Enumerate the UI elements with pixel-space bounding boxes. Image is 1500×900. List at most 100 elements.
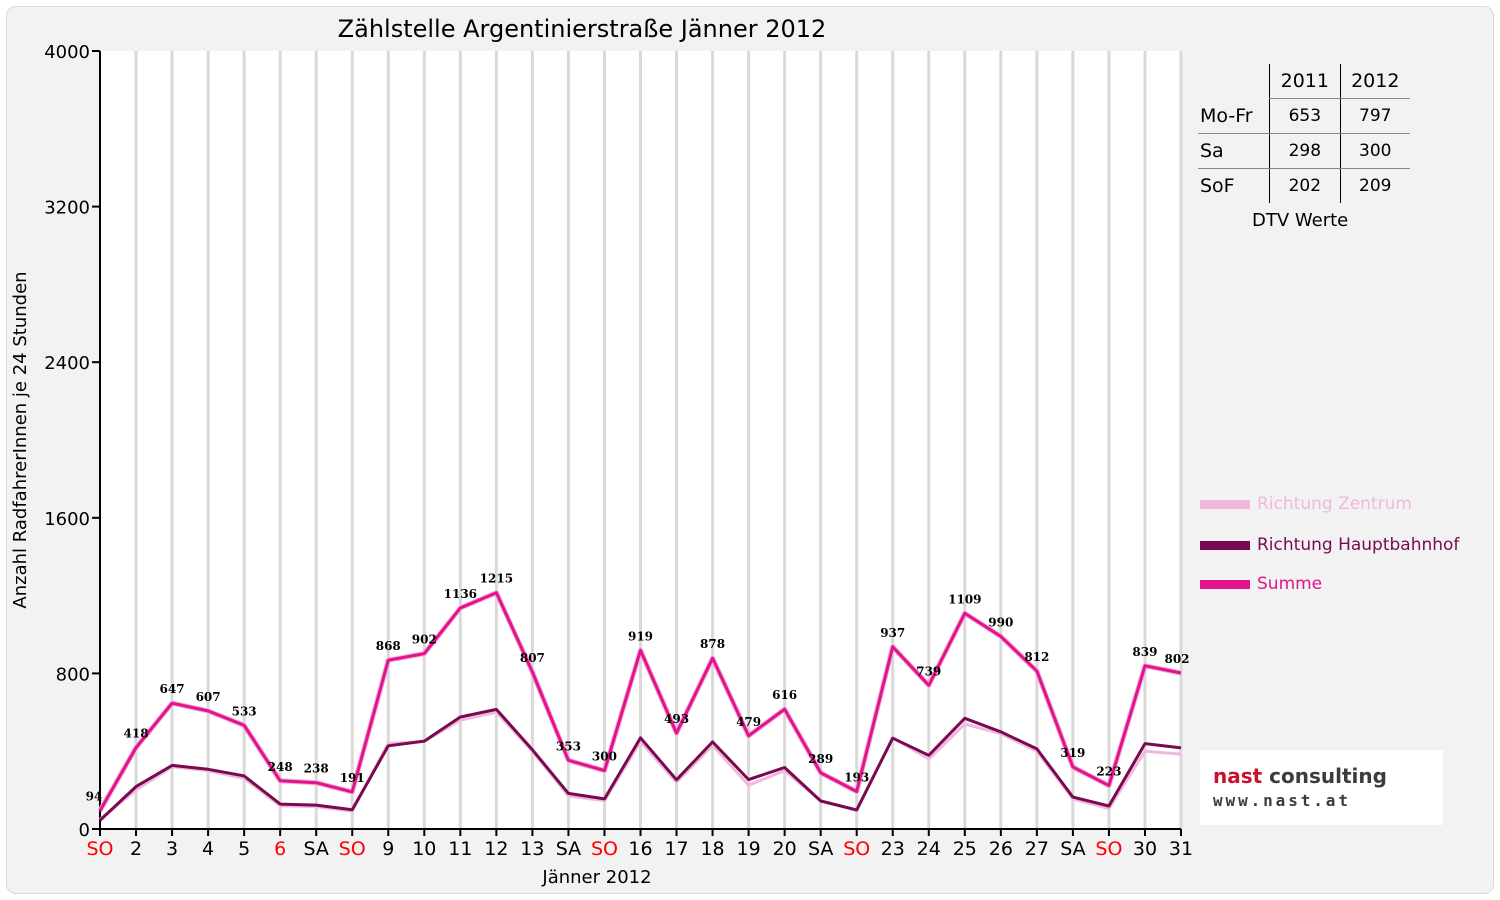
dtv-row-label: Sa <box>1198 133 1270 169</box>
legend-label: Summe <box>1257 574 1323 594</box>
logo-url: www.nast.at <box>1213 791 1351 810</box>
dtv-caption: DTV Werte <box>1252 210 1349 231</box>
data-label: 1109 <box>948 592 981 606</box>
x-tick-label: 5 <box>238 838 250 860</box>
data-label: 878 <box>700 637 725 651</box>
x-tick-label: SO <box>86 838 113 860</box>
x-tick-label: SO <box>1095 838 1122 860</box>
legend-swatch <box>1200 540 1250 550</box>
x-axis-label: Jänner 2012 <box>541 867 651 888</box>
x-tick-label: 26 <box>989 838 1013 860</box>
company-logo: nast consulting www.nast.at <box>1200 750 1443 825</box>
dtv-cell: 209 <box>1339 168 1410 203</box>
data-label: 919 <box>628 629 653 643</box>
x-tick-label: SO <box>339 838 366 860</box>
data-label: 94 <box>86 790 103 804</box>
data-label: 616 <box>772 688 797 702</box>
dtv-cell: 298 <box>1269 133 1341 169</box>
series-line <box>99 710 1182 821</box>
data-label: 319 <box>1060 746 1085 760</box>
dtv-header-2012: 2012 <box>1339 64 1410 99</box>
x-tick-label: 27 <box>1025 838 1049 860</box>
data-label: 533 <box>232 704 257 718</box>
data-label: 902 <box>412 633 437 647</box>
x-tick-label: 13 <box>520 838 544 860</box>
y-tick-label: 2400 <box>44 353 90 374</box>
data-label: 1215 <box>480 572 513 586</box>
series-line <box>98 591 1182 812</box>
data-label: 839 <box>1132 645 1157 659</box>
data-label: 990 <box>988 615 1013 629</box>
x-tick-label: 24 <box>917 838 941 860</box>
legend-item-zentrum: Richtung Zentrum <box>1200 494 1412 514</box>
y-tick-label: 0 <box>79 820 90 841</box>
legend-label: Richtung Zentrum <box>1257 494 1412 514</box>
x-tick-label: SO <box>591 838 618 860</box>
data-label: 1136 <box>444 587 477 601</box>
data-label: 807 <box>520 651 545 665</box>
x-tick-label: 6 <box>274 838 286 860</box>
x-tick-label: SA <box>303 838 328 860</box>
data-label: 248 <box>268 760 293 774</box>
legend-swatch <box>1200 499 1250 509</box>
data-label: 238 <box>304 762 329 776</box>
data-label: 937 <box>880 626 905 640</box>
data-label: 191 <box>340 771 365 785</box>
data-label: 418 <box>124 727 149 741</box>
legend-swatch <box>1200 579 1250 589</box>
x-tick-label: 12 <box>484 838 508 860</box>
x-tick-label: 3 <box>166 838 178 860</box>
dtv-row-label: Mo-Fr <box>1198 98 1270 134</box>
data-label: 812 <box>1024 650 1049 664</box>
legend-item-hauptbahnhof: Richtung Hauptbahnhof <box>1200 535 1459 555</box>
x-tick-label: 10 <box>412 838 436 860</box>
x-tick-label: 4 <box>202 838 214 860</box>
y-axis-ticks: 0 800 1600 2400 3200 4000 <box>44 42 100 841</box>
dtv-cell: 653 <box>1269 98 1341 134</box>
data-label: 607 <box>196 690 221 704</box>
y-axis-label: Anzahl RadfahrerInnen je 24 Stunden <box>10 271 31 608</box>
data-label: 223 <box>1096 765 1121 779</box>
x-tick-label: 16 <box>628 838 652 860</box>
x-tick-label: 18 <box>700 838 724 860</box>
legend-label: Richtung Hauptbahnhof <box>1257 535 1460 555</box>
dtv-cell: 797 <box>1339 98 1410 134</box>
x-tick-label: SA <box>808 838 833 860</box>
data-label: 647 <box>160 682 185 696</box>
data-label: 289 <box>808 752 833 766</box>
x-tick-label: 9 <box>382 838 394 860</box>
dtv-cell: 300 <box>1339 133 1410 169</box>
x-tick-label: SO <box>843 838 870 860</box>
y-tick-label: 3200 <box>44 198 90 219</box>
x-tick-label: 17 <box>664 838 688 860</box>
x-tick-label: 19 <box>737 838 761 860</box>
x-tick-label: 31 <box>1169 838 1193 860</box>
dtv-row-label: SoF <box>1200 175 1235 197</box>
chart-title: Zählstelle Argentinierstraße Jänner 2012 <box>338 15 827 43</box>
x-tick-label: 2 <box>130 838 142 860</box>
data-label: 300 <box>592 750 617 764</box>
series-lines <box>97 590 1182 822</box>
x-tick-label: SA <box>556 838 581 860</box>
data-label: 479 <box>736 715 761 729</box>
data-label: 493 <box>664 712 689 726</box>
series-line <box>98 707 1182 822</box>
x-tick-label: 25 <box>953 838 977 860</box>
x-tick-label: 11 <box>448 838 472 860</box>
dtv-header-2011: 2011 <box>1269 64 1341 99</box>
x-tick-label: 30 <box>1133 838 1157 860</box>
gridlines <box>134 51 1183 829</box>
data-label: 739 <box>916 664 941 678</box>
y-tick-label: 800 <box>56 664 90 685</box>
x-tick-label: SA <box>1060 838 1085 860</box>
data-label: 353 <box>556 739 581 753</box>
dtv-table: 2011 2012 Mo-Fr 653 797 Sa 298 300 SoF 2… <box>1198 64 1413 203</box>
legend-item-summe: Summe <box>1200 574 1322 594</box>
y-tick-label: 1600 <box>44 509 90 530</box>
data-label: 802 <box>1164 652 1189 666</box>
data-label: 868 <box>376 639 401 653</box>
data-label: 193 <box>844 770 869 784</box>
x-axis-ticks: SO 2 3 4 5 6 SA SO 9 10 11 12 13 SA SO 16 17 18 19 20 SA SO 23… <box>86 829 1193 860</box>
